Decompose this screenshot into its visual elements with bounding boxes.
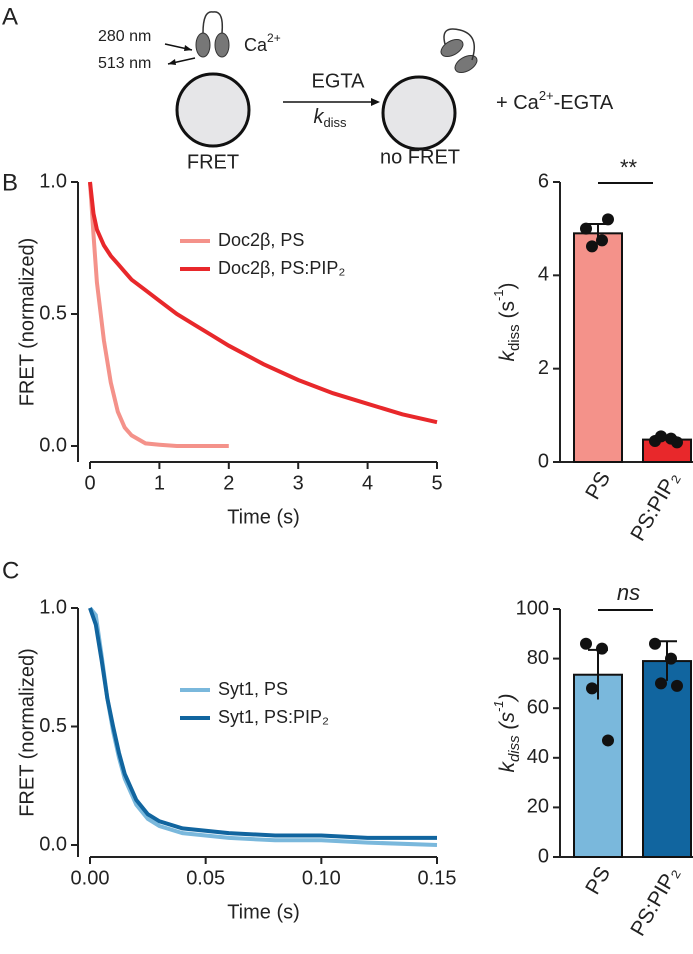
series-line: [88, 607, 437, 840]
c2-domain: [195, 32, 211, 58]
series-line: [88, 181, 229, 448]
label: EGTA: [312, 70, 366, 92]
y-tick-label: 0: [538, 450, 549, 472]
y-tick-label: 20: [527, 796, 549, 818]
arrow-head: [168, 59, 176, 65]
x-tick-label: 0.05: [186, 867, 225, 889]
y-tick-label: 40: [527, 746, 549, 768]
data-point: [665, 652, 677, 665]
x-tick-label: 0.00: [71, 867, 110, 889]
y-axis-label-part: (s: [496, 301, 519, 324]
label: FRET: [187, 151, 239, 173]
significance-label: ns: [617, 580, 640, 605]
label: kdiss: [313, 106, 347, 130]
y-axis-label-part: diss: [506, 324, 523, 351]
x-tick-label: 1: [154, 472, 165, 494]
x-tick-label: PS: [581, 468, 615, 504]
x-tick-label: PS: [581, 863, 615, 899]
y-axis-label-part: k: [496, 761, 519, 773]
y-tick-label: 4: [538, 264, 549, 286]
y-axis-label: FRET (normalized): [16, 238, 38, 407]
diagram: 280 nm 513 nm Ca2+ EGTA kdiss FRET no FR…: [98, 11, 614, 173]
y-tick-label: 80: [527, 647, 549, 669]
data-point: [655, 677, 667, 690]
data-point: [649, 637, 661, 650]
y-tick-label: 6: [538, 170, 549, 192]
bar: [573, 673, 623, 858]
x-tick-label: 0.10: [302, 867, 341, 889]
y-axis-label: FRET (normalized): [16, 648, 38, 817]
x-tick-label: 0.15: [418, 867, 457, 889]
linker: [443, 28, 475, 61]
legend-label: Syt1, PS:PIP₂: [218, 707, 329, 727]
y-tick-label: 1.0: [39, 596, 67, 618]
y-axis-label-part: (s: [496, 712, 519, 736]
panel-label: A: [2, 3, 18, 30]
x-tick-label: 5: [431, 472, 442, 494]
label: 280 nm: [98, 28, 151, 45]
c2-domain: [454, 54, 478, 74]
label: 513 nm: [98, 55, 151, 72]
y-tick-label: 1.0: [39, 170, 67, 192]
arrow-head: [184, 45, 192, 51]
y-axis-label-part: ): [496, 693, 519, 703]
arrow-head: [371, 98, 380, 106]
legend-label: Doc2β, PS: [218, 230, 304, 250]
y-axis-label: kdiss (s-1): [491, 693, 523, 772]
y-tick-label: 100: [516, 597, 549, 619]
y-axis-label-part: k: [496, 350, 519, 362]
series-line: [88, 181, 438, 425]
data-point: [602, 734, 614, 747]
data-point: [586, 682, 598, 695]
vesicle: [381, 75, 457, 151]
legend-label: Syt1, PS: [218, 679, 288, 699]
data-point: [602, 213, 614, 226]
c2-domain: [440, 38, 464, 58]
vesicle: [175, 72, 251, 148]
panel-label: B: [2, 169, 18, 196]
y-tick-label: 60: [527, 696, 549, 718]
label: Ca2+: [244, 31, 281, 55]
y-tick-label: 2: [538, 357, 549, 379]
x-tick-label: 3: [293, 472, 304, 494]
y-tick-label: 0.0: [39, 434, 67, 456]
y-tick-label: 0.5: [39, 715, 67, 737]
data-point: [596, 642, 608, 655]
significance-label: **: [620, 155, 638, 180]
x-tick-label: 4: [362, 472, 373, 494]
label: + Ca2+-EGTA: [496, 88, 614, 114]
y-tick-label: 0: [538, 845, 549, 867]
data-point: [580, 222, 592, 235]
panel-label: C: [2, 557, 19, 584]
x-tick-label: 2: [223, 472, 234, 494]
y-axis-label-part: -1: [491, 289, 506, 301]
y-axis-label-part: ): [496, 282, 519, 289]
data-point: [655, 430, 667, 443]
data-point: [671, 436, 683, 449]
y-tick-label: 0.5: [39, 302, 67, 324]
data-point: [580, 637, 592, 650]
data-point: [671, 679, 683, 692]
x-axis-label: Time (s): [227, 901, 300, 923]
y-axis-label-part: diss: [506, 735, 523, 762]
c2-domain: [214, 32, 230, 58]
x-tick-label: 0: [84, 472, 95, 494]
x-axis-label: Time (s): [227, 506, 300, 528]
bar: [573, 232, 623, 463]
x-tick-label: PS:PIP₂: [626, 468, 684, 545]
data-point: [586, 240, 598, 253]
y-axis-label-part: -1: [491, 700, 506, 712]
bar: [642, 660, 692, 859]
legend-label: Doc2β, PS:PIP₂: [218, 258, 345, 278]
y-tick-label: 0.0: [39, 833, 67, 855]
data-point: [596, 234, 608, 247]
x-tick-label: PS:PIP₂: [626, 863, 684, 940]
linker: [202, 11, 224, 34]
y-axis-label: kdiss (s-1): [491, 282, 523, 361]
label: no FRET: [380, 146, 460, 168]
